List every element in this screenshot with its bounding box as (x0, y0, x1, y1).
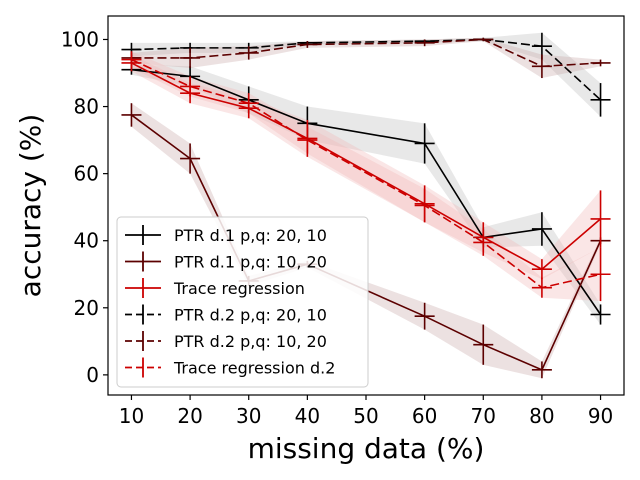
legend-box (116, 216, 369, 388)
legend-label: PTR d.2 p,q: 10, 20 (174, 332, 327, 351)
legend-item: PTR d.2 p,q: 20, 10 (125, 304, 327, 325)
legend-label: Trace regression (173, 279, 305, 298)
y-axis-title: accuracy (%) (14, 114, 47, 298)
x-tick-label: 90 (588, 404, 613, 428)
x-tick-label: 70 (471, 404, 496, 428)
legend-item: PTR d.1 p,q: 10, 20 (125, 251, 327, 272)
x-axis-title: missing data (%) (248, 432, 485, 465)
x-tick-label: 60 (412, 404, 437, 428)
series-line-2 (131, 62, 602, 271)
legend-item: Trace regression (125, 278, 305, 298)
legend-item: PTR d.1 p,q: 20, 10 (125, 225, 327, 245)
legend-label: PTR d.2 p,q: 20, 10 (174, 306, 327, 325)
series-line-4 (131, 38, 601, 68)
y-tick-label: 60 (74, 162, 99, 186)
y-tick-label: 0 (86, 363, 99, 387)
legend-item: PTR d.2 p,q: 10, 20 (125, 331, 327, 351)
x-axis-ticks: 10 20 30 40 50 60 70 80 90 (119, 395, 613, 428)
y-tick-label: 100 (61, 27, 99, 51)
series-line-0 (131, 68, 602, 315)
y-tick-label: 80 (74, 95, 99, 119)
legend: PTR d.1 p,q: 20, 10 PTR d.1 p,q: 10, 20 Tr… (116, 216, 369, 388)
x-tick-label: 40 (295, 404, 320, 428)
legend-label: PTR d.1 p,q: 20, 10 (174, 226, 327, 245)
legend-label: Trace regression d.2 (173, 359, 335, 378)
error-band-0 (131, 64, 601, 325)
y-axis-ticks: 0 20 40 60 80 100 (61, 27, 108, 387)
y-tick-label: 20 (74, 296, 99, 320)
x-tick-label: 50 (353, 404, 378, 428)
series-line-5 (131, 58, 601, 289)
x-tick-label: 20 (177, 404, 202, 428)
x-tick-label: 10 (119, 404, 144, 428)
legend-item: Trace regression d.2 (125, 357, 335, 378)
legend-label: PTR d.1 p,q: 10, 20 (174, 253, 327, 272)
error-bars (121, 32, 611, 379)
x-tick-label: 30 (236, 404, 261, 428)
x-tick-label: 80 (529, 404, 554, 428)
y-tick-label: 40 (74, 229, 99, 253)
